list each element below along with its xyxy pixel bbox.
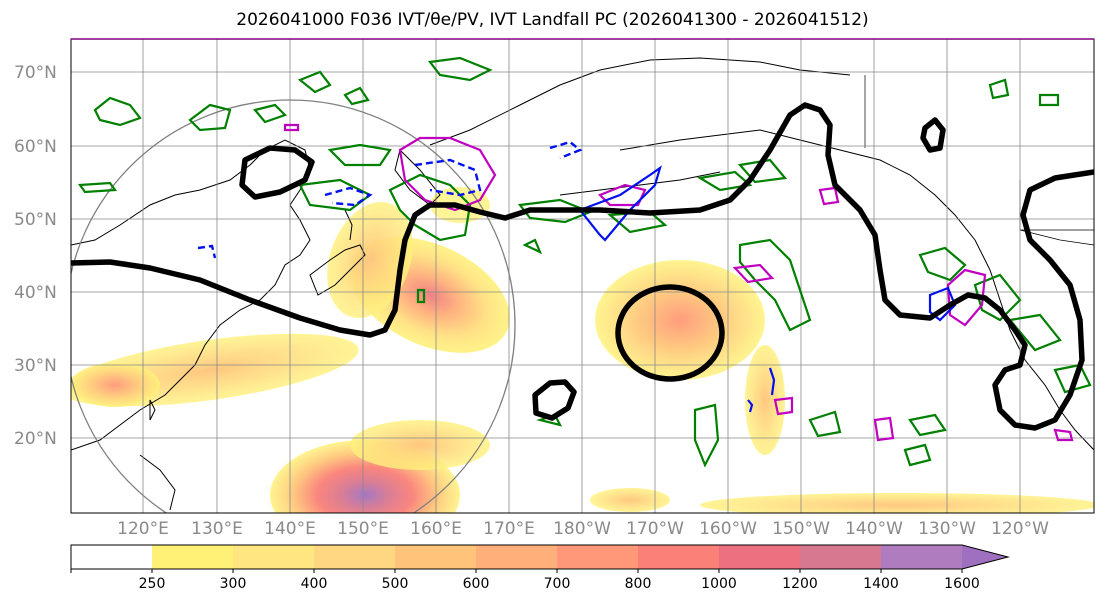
lon-label-120e: 120°E	[117, 519, 169, 539]
ivt-cutoff-low	[595, 260, 765, 380]
lon-label-130e: 130°E	[191, 519, 243, 539]
philippines-coast	[139, 454, 176, 511]
colorbar-segment	[557, 545, 638, 569]
lon-label-170e: 170°E	[483, 519, 535, 539]
lon-label-140w: 140°W	[845, 519, 903, 539]
pv-contours-blue-solid	[578, 165, 957, 413]
theta-e-alaska-closed	[920, 117, 946, 153]
theta-e-small-closed	[532, 379, 577, 421]
lat-label-30n: 30°N	[14, 356, 57, 376]
theta-e-cutoff-low	[615, 284, 725, 382]
colorbar-segment	[233, 545, 314, 569]
colorbar-segment	[881, 545, 962, 569]
pv-contours-blue	[197, 140, 583, 259]
sakhalin-coast	[344, 209, 353, 241]
map-title: 2026041000 F036 IVT/θe/PV, IVT Landfall …	[236, 10, 869, 30]
theta-e-main-contour	[71, 102, 1094, 431]
colorbar-label-1400: 1400	[863, 576, 899, 592]
lat-label-50n: 50°N	[14, 210, 57, 230]
colorbar-segment	[395, 545, 476, 569]
colorbar-segment	[314, 545, 395, 569]
lat-label-60n: 60°N	[14, 137, 57, 157]
colorbar-label-800: 800	[624, 576, 652, 592]
colorbar-label-1200: 1200	[782, 576, 818, 592]
ivt-tail	[745, 345, 785, 455]
landfall-region-circle	[71, 99, 516, 513]
colorbar-label-500: 500	[381, 576, 409, 592]
colorbar-label-600: 600	[462, 576, 490, 592]
taiwan-coast	[149, 399, 156, 421]
colorbar-label-1600: 1600	[944, 576, 980, 592]
lon-label-180w: 180°W	[553, 519, 611, 539]
colorbar-segment	[638, 545, 719, 569]
arctic-coast	[429, 57, 851, 146]
state-border	[1019, 229, 1094, 246]
lon-label-130w: 130°W	[918, 519, 976, 539]
ivt-plume-japan	[327, 201, 413, 319]
colorbar-extend-arrow	[962, 545, 1008, 569]
colorbar-segment	[719, 545, 800, 569]
colorbar-segment	[800, 545, 881, 569]
ivt-patch-south-china	[71, 363, 160, 407]
gridlines	[71, 39, 1094, 513]
colorbar-label-300: 300	[219, 576, 247, 592]
theta-e-contours	[71, 102, 1094, 431]
lon-label-160w: 160°W	[699, 519, 757, 539]
lon-label-150e: 150°E	[337, 519, 389, 539]
colorbar-label-250: 250	[138, 576, 166, 592]
green-contours	[77, 56, 1092, 468]
ivt-tc-arm	[350, 420, 490, 470]
north-america-coast	[619, 129, 1094, 451]
colorbar-outline	[70, 544, 1010, 570]
colorbar	[70, 544, 1010, 570]
coastlines	[71, 57, 1094, 511]
colorbar-label-700: 700	[543, 576, 571, 592]
asia-coast	[71, 139, 311, 451]
lat-label-70n: 70°N	[14, 63, 57, 83]
colorbar-label-1000: 1000	[701, 576, 737, 592]
ivt-south-patch	[590, 488, 670, 512]
lon-label-120w: 120°W	[991, 519, 1049, 539]
colorbar-segment	[476, 545, 557, 569]
lon-label-150w: 150°W	[772, 519, 830, 539]
colorbar-segment	[152, 545, 233, 569]
colorbar-segment	[71, 545, 152, 569]
theta-e-closed-north	[239, 145, 315, 200]
lon-label-160e: 160°E	[410, 519, 462, 539]
colorbar-label-400: 400	[300, 576, 328, 592]
lat-label-40n: 40°N	[14, 283, 57, 303]
ivt-shading	[71, 187, 1094, 513]
lat-label-20n: 20°N	[14, 429, 57, 449]
lon-label-140e: 140°E	[264, 519, 316, 539]
ivt-south-band	[700, 493, 1094, 513]
lon-label-170w: 170°W	[626, 519, 684, 539]
aleutian-chain	[559, 171, 721, 196]
map-area	[71, 39, 1094, 513]
